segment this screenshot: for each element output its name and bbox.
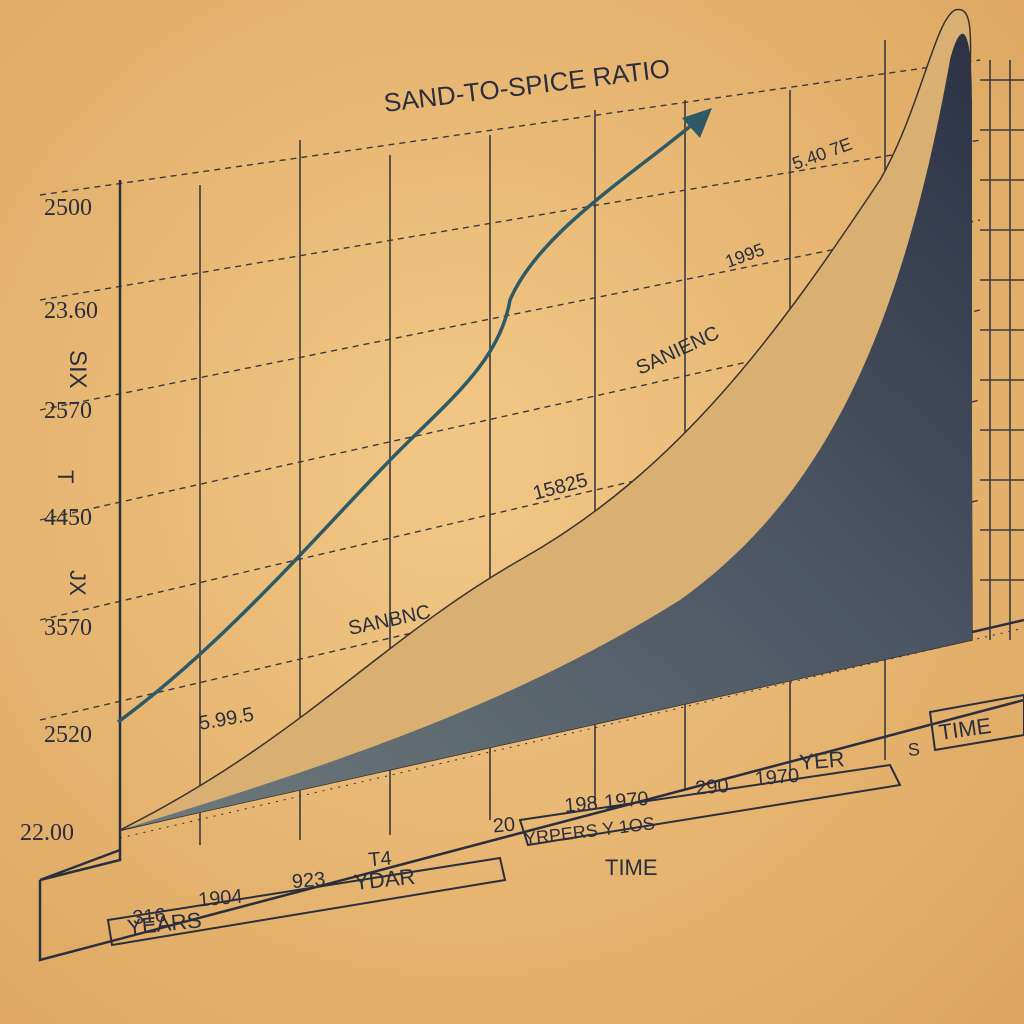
x-axis-title: TIME [605,855,658,880]
x-label: 290 [694,775,729,800]
x-label: 1904 [197,886,243,912]
y-label: 3570 [44,615,92,641]
x-label: 20 [492,814,516,838]
x-label: T4 [367,848,392,872]
y-axis-title: JX [65,570,90,596]
x-labels: 316 1904 923 T4 20 198 1970 290 1970 S [132,739,921,929]
x-label: 1970 [603,788,649,814]
x-label: 316 [132,904,167,929]
y-label: 4450 [44,505,92,531]
label-ribbons [106,693,1024,947]
y-label: 22.00 [20,820,74,846]
dark-area [120,33,972,830]
y-label: 2520 [44,722,92,748]
x-label: S [907,739,921,760]
y-label: 23.60 [44,298,98,324]
y-label: 2570 [44,398,92,424]
x-axis-title: YER [798,746,845,775]
y-axis-title: T [53,470,78,483]
y-axis-title: SIX [64,350,91,389]
y-label: 2500 [44,195,92,221]
trend-arrow [116,108,712,724]
x-label: 1970 [754,765,800,791]
